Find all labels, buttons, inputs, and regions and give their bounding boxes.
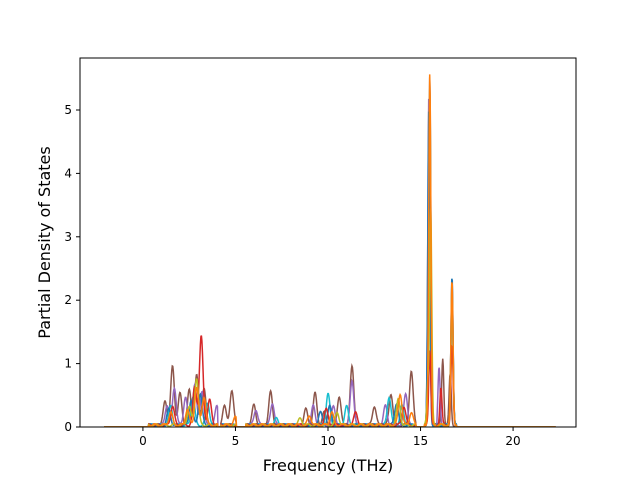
x-tick-label: 0 — [139, 434, 147, 448]
x-tick-label: 15 — [413, 434, 428, 448]
x-axis-label: Frequency (THz) — [263, 456, 393, 475]
series-layer — [104, 74, 556, 427]
series-line-6 — [104, 208, 556, 427]
y-tick-label: 5 — [64, 103, 72, 117]
ticks-layer: 0 5 10 15 20 0 1 2 3 4 5 — [64, 103, 520, 448]
y-axis-label: Partial Density of States — [35, 146, 54, 338]
series-line-7 — [104, 74, 556, 427]
y-tick-label: 2 — [64, 293, 72, 307]
y-tick-label: 3 — [64, 230, 72, 244]
x-tick-label: 5 — [232, 434, 240, 448]
x-tick-label: 10 — [320, 434, 335, 448]
y-tick-label: 1 — [64, 357, 72, 371]
x-tick-label: 20 — [505, 434, 520, 448]
plot-frame — [79, 57, 577, 428]
y-tick-label: 4 — [64, 166, 72, 180]
y-tick-label: 0 — [64, 420, 72, 434]
